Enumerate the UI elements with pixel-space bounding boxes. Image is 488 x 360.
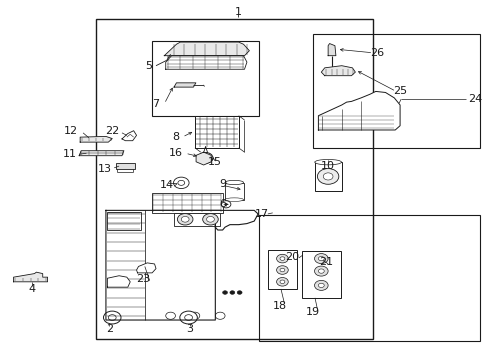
Circle shape [198,153,212,163]
Text: 13: 13 [97,164,111,174]
Bar [312,33,479,148]
Text: 7: 7 [152,99,159,109]
Circle shape [190,312,200,319]
Ellipse shape [314,159,341,165]
Polygon shape [122,131,136,141]
Circle shape [276,278,287,286]
Circle shape [178,180,184,185]
Polygon shape [196,152,211,165]
Bar [267,249,296,289]
Circle shape [280,268,285,272]
Circle shape [323,173,332,180]
Polygon shape [321,66,355,76]
Circle shape [318,283,324,288]
Circle shape [276,254,287,263]
Circle shape [221,201,230,208]
Circle shape [318,269,324,273]
Text: 2: 2 [105,324,113,334]
Circle shape [229,291,234,294]
Bar [152,193,222,213]
Text: 12: 12 [64,126,78,136]
Text: 24: 24 [468,94,482,104]
Circle shape [200,156,207,161]
Text: 6: 6 [219,199,225,209]
Polygon shape [106,210,258,320]
Bar [174,213,220,226]
Circle shape [222,291,227,294]
Bar [116,163,135,169]
Bar [96,19,372,339]
Circle shape [181,216,189,222]
Text: 8: 8 [172,132,179,142]
Polygon shape [165,56,246,69]
Ellipse shape [224,198,243,202]
Text: 3: 3 [186,324,193,334]
Text: 22: 22 [105,126,119,136]
Text: 17: 17 [254,209,268,219]
Text: 10: 10 [321,161,334,171]
Circle shape [276,266,287,274]
Text: 5: 5 [144,61,151,71]
Text: 21: 21 [319,257,332,267]
Circle shape [314,253,327,264]
Bar [259,215,479,342]
Ellipse shape [185,45,227,52]
Text: 15: 15 [208,157,222,167]
Polygon shape [327,44,335,56]
Text: 1: 1 [234,7,241,17]
Text: 4: 4 [28,284,35,294]
Text: 14: 14 [159,180,173,190]
Text: 11: 11 [62,149,76,159]
Text: 20: 20 [285,252,299,262]
Circle shape [280,257,285,260]
Polygon shape [164,42,249,56]
Circle shape [177,213,193,225]
Ellipse shape [224,180,243,185]
Bar [314,162,341,191]
Bar [224,183,243,200]
Circle shape [108,315,116,320]
Circle shape [317,168,338,184]
Text: 26: 26 [369,48,383,58]
Text: 9: 9 [219,179,226,189]
Text: 19: 19 [305,307,319,317]
Circle shape [215,312,224,319]
Bar [152,41,259,116]
Polygon shape [14,272,47,282]
Bar [195,116,238,148]
Polygon shape [107,276,130,287]
Bar [107,212,141,230]
Circle shape [103,311,121,324]
Text: 18: 18 [272,301,286,311]
Polygon shape [136,263,156,273]
Circle shape [206,216,214,222]
Circle shape [173,177,189,189]
Polygon shape [318,91,399,130]
Circle shape [318,256,324,261]
Polygon shape [79,151,123,156]
Text: 16: 16 [168,148,182,158]
Bar [301,251,340,298]
Circle shape [202,213,218,225]
Circle shape [314,280,327,291]
Circle shape [184,315,192,320]
Circle shape [280,280,285,284]
Polygon shape [80,136,112,142]
Text: 23: 23 [136,274,150,284]
Polygon shape [174,83,196,87]
Circle shape [180,311,197,324]
Circle shape [314,266,327,276]
Text: 25: 25 [392,86,407,96]
Circle shape [237,291,242,294]
Circle shape [165,312,175,319]
